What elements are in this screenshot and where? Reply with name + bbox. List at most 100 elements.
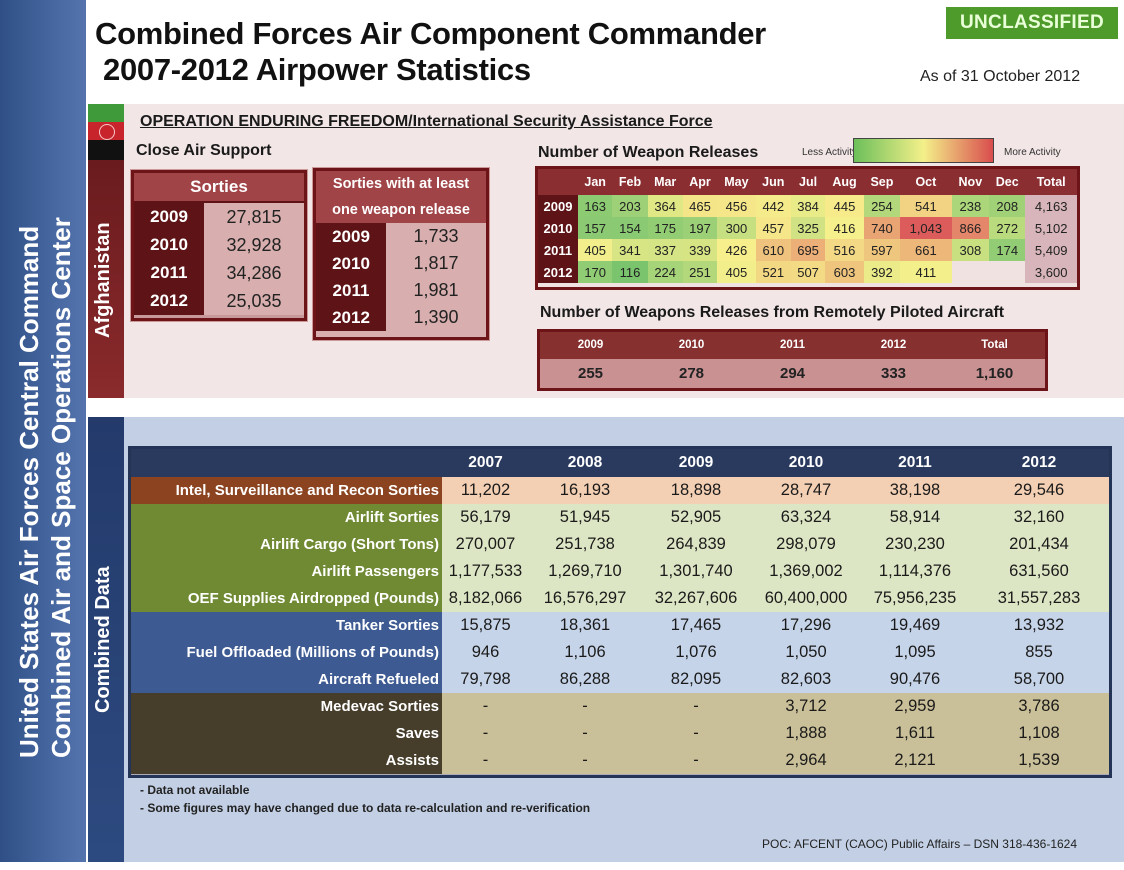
brand-line-1: United States Air Forces Central Command — [14, 225, 44, 758]
combined-cell: 60,400,000 — [751, 585, 861, 612]
combined-cell: 264,839 — [641, 531, 751, 558]
heatmap-year: 2009 — [538, 195, 578, 217]
rpa-value: 278 — [678, 365, 705, 382]
sorties-year: 2009 — [134, 203, 204, 231]
combined-cell: 1,106 — [529, 639, 641, 666]
rpa-header: 2012 — [880, 339, 907, 351]
combined-cell: 29,546 — [969, 477, 1109, 504]
combined-cell: 1,301,740 — [641, 558, 751, 585]
rpa-value: 294 — [779, 365, 806, 382]
combined-cell: 17,465 — [641, 612, 751, 639]
combined-year-header: 2008 — [529, 449, 641, 477]
heatmap-cell: 300 — [717, 217, 756, 239]
combined-row-label: Airlift Passengers — [131, 558, 442, 585]
afghanistan-flag-icon — [88, 104, 124, 160]
combined-cell: 631,560 — [969, 558, 1109, 585]
rpa-header: 2010 — [678, 339, 705, 351]
weapon-sorties-value: 1,981 — [386, 277, 486, 304]
heatmap-column-header: Oct — [900, 169, 952, 195]
sorties-header: Sorties — [134, 173, 304, 201]
combined-cell: - — [641, 747, 751, 774]
heatmap-cell: 174 — [989, 239, 1026, 261]
weapon-sorties-value: 1,733 — [386, 223, 486, 250]
heatmap-column-header: May — [717, 169, 756, 195]
combined-cell: 946 — [442, 639, 529, 666]
combined-cell: 2,959 — [861, 693, 969, 720]
combined-row-label: Saves — [131, 720, 442, 747]
combined-cell: 230,230 — [861, 531, 969, 558]
combined-cell: 1,611 — [861, 720, 969, 747]
heatmap-cell: 254 — [863, 195, 901, 217]
combined-cell: 1,095 — [861, 639, 969, 666]
heatmap-cell: 405 — [717, 261, 756, 283]
combined-row-label: Airlift Cargo (Short Tons) — [131, 531, 442, 558]
combined-cell: 17,296 — [751, 612, 861, 639]
combined-cell: 2,121 — [861, 747, 969, 774]
combined-cell: - — [529, 720, 641, 747]
heatmap-cell: 384 — [790, 195, 826, 217]
combined-cell: 8,182,066 — [442, 585, 529, 612]
sorties-value: 34,286 — [204, 259, 304, 287]
combined-table-row: Tanker Sorties 15,875 18,361 17,465 17,296 19… — [131, 612, 1109, 639]
combined-cell: 2,964 — [751, 747, 861, 774]
sorties-value: 25,035 — [204, 287, 304, 315]
weapon-sorties-value: 1,390 — [386, 304, 486, 331]
heatmap-cell: 364 — [647, 195, 683, 217]
weapon-sorties-year: 2010 — [316, 250, 386, 277]
combined-cell: 1,269,710 — [529, 558, 641, 585]
weapon-sorties-year: 2009 — [316, 223, 386, 250]
combined-year-header: 2012 — [969, 449, 1109, 477]
heatmap-column-header: Mar — [647, 169, 683, 195]
rpa-releases-title: Number of Weapons Releases from Remotely… — [540, 304, 1005, 321]
heatmap-cell: 405 — [578, 239, 613, 261]
weapon-releases-heatmap: Jan Feb Mar Apr May Jun Jul Aug Sep Oct Nov Dec Tota… — [535, 166, 1080, 290]
heatmap-cell: 203 — [612, 195, 648, 217]
heatmap-cell: 170 — [578, 261, 613, 283]
page-title-line-1: Combined Forces Air Component Commander — [95, 16, 766, 51]
heatmap-cell: 411 — [900, 261, 952, 283]
rpa-header: Total — [981, 339, 1008, 351]
combined-cell: - — [641, 720, 751, 747]
heatmap-cell: 866 — [951, 217, 990, 239]
heatmap-column-header: Apr — [682, 169, 718, 195]
combined-cell: - — [442, 720, 529, 747]
heatmap-total: 3,600 — [1025, 261, 1077, 283]
combined-table-row: Aircraft Refueled 79,798 86,288 82,095 82,60… — [131, 666, 1109, 693]
heatmap-cell: 603 — [825, 261, 864, 283]
combined-table-row: Medevac Sorties - - -3,712 2,959 3,786 — [131, 693, 1109, 720]
heatmap-cell: 251 — [682, 261, 718, 283]
heatmap-column-header: Aug — [825, 169, 864, 195]
combined-row-label: Airlift Sorties — [131, 504, 442, 531]
heatmap-cell: 521 — [755, 261, 791, 283]
heatmap-cell — [951, 261, 990, 283]
combined-cell: 58,700 — [969, 666, 1109, 693]
combined-table-row: Saves - - -1,888 1,611 1,108 — [131, 720, 1109, 747]
combined-cell: 1,177,533 — [442, 558, 529, 585]
heatmap-cell: 175 — [647, 217, 683, 239]
combined-cell: 298,079 — [751, 531, 861, 558]
heatmap-cell: 465 — [682, 195, 718, 217]
combined-data-table: 2007 2008 2009 2010 2011 2012 Intel, Surveill… — [128, 446, 1112, 778]
sorties-year: 2012 — [134, 287, 204, 315]
combined-cell: - — [641, 693, 751, 720]
sorties-row: 2012 25,035 — [134, 287, 304, 315]
heatmap-column-header: Jul — [790, 169, 826, 195]
heatmap-cell: 516 — [825, 239, 864, 261]
combined-cell: 19,469 — [861, 612, 969, 639]
combined-data-section-band — [88, 417, 124, 862]
heatmap-column-header: Jun — [755, 169, 791, 195]
heatmap-cell: 442 — [755, 195, 791, 217]
combined-cell: 13,932 — [969, 612, 1109, 639]
weapon-sorties-value: 1,817 — [386, 250, 486, 277]
afghanistan-section-band — [88, 160, 124, 398]
combined-cell: 51,945 — [529, 504, 641, 531]
sorties-value: 27,815 — [204, 203, 304, 231]
combined-cell: 75,956,235 — [861, 585, 969, 612]
combined-row-label: Intel, Surveillance and Recon Sorties — [131, 477, 442, 504]
heatmap-cell: 224 — [647, 261, 683, 283]
heatmap-cell: 1,043 — [900, 217, 952, 239]
heatmap-cell: 610 — [755, 239, 791, 261]
heatmap-cell: 695 — [790, 239, 826, 261]
heatmap-row: 2011 405 341 337 339 426 610 695 516 597 661 308 174… — [538, 239, 1077, 261]
heatmap-cell: 392 — [863, 261, 901, 283]
